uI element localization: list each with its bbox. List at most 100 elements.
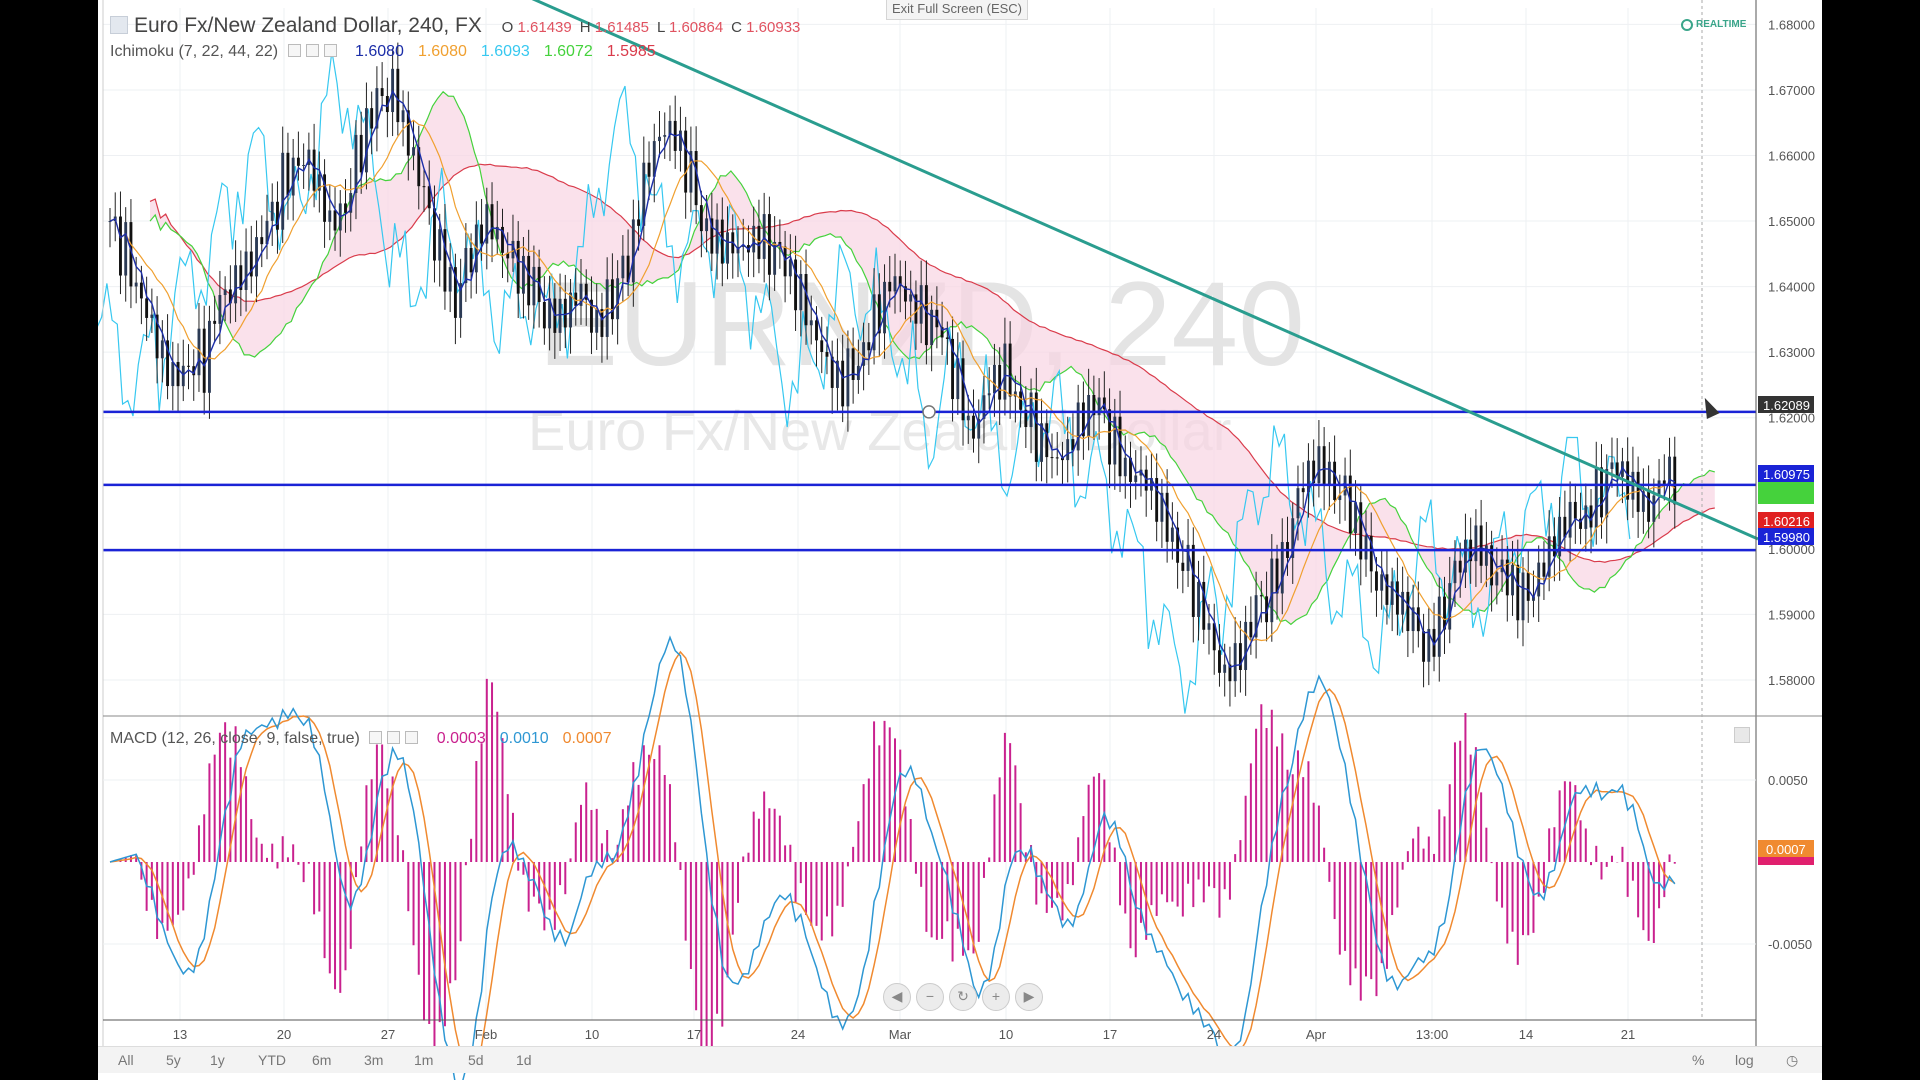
candle-body (1333, 461, 1337, 501)
candle-body (1416, 607, 1420, 632)
candle-body (427, 186, 431, 209)
candle-body (1584, 505, 1588, 529)
eye-icon[interactable] (369, 731, 383, 744)
plus-icon[interactable]: + (982, 983, 1010, 1011)
candle-body (1516, 564, 1520, 621)
candle-body (867, 342, 871, 351)
range-button-1m[interactable]: 1m (414, 1052, 434, 1068)
minus-icon[interactable]: − (916, 983, 944, 1011)
candle-body (490, 204, 494, 240)
candle-body (1238, 643, 1242, 671)
range-button-all[interactable]: All (118, 1052, 134, 1068)
candle-body (281, 152, 285, 230)
candle-body (511, 240, 515, 259)
chevron-right-icon[interactable]: ▶ (1015, 983, 1043, 1011)
candle-body (992, 364, 996, 394)
price-label-bg (1758, 512, 1814, 529)
candle-body (563, 298, 567, 328)
candle-body (333, 210, 337, 231)
time-tick-label: 24 (791, 1027, 805, 1042)
ichimoku-label[interactable]: Ichimoku (7, 22, 44, 22) (110, 43, 279, 60)
ohlc-value: 1.60933 (746, 19, 801, 36)
candle-body (799, 274, 803, 311)
range-button-5d[interactable]: 5d (468, 1052, 484, 1068)
percent-scale-toggle[interactable]: % (1692, 1052, 1705, 1068)
candle-body (328, 210, 332, 222)
macd-signal-line (109, 650, 1676, 1073)
candle-body (260, 237, 264, 245)
candle-body (815, 320, 818, 341)
chart-window: EURNZD, 240 Euro Fx/New Zealand Dollar 1.6… (98, 0, 1822, 1080)
price-tick-label: 1.67000 (1768, 83, 1815, 98)
price-tick-label: 1.66000 (1768, 149, 1815, 164)
candle-body (1034, 392, 1038, 462)
candle-body (1552, 536, 1556, 557)
macd-line (109, 635, 1676, 1080)
candle-body (1186, 544, 1190, 571)
settings-icon[interactable] (305, 44, 319, 57)
candle-body (1176, 527, 1180, 563)
candle-body (1218, 650, 1221, 673)
candle-body (1055, 457, 1059, 459)
symbol-icon[interactable] (110, 16, 128, 34)
candle-body (647, 162, 651, 177)
candle-body (291, 157, 295, 196)
candle-body (788, 259, 792, 277)
candle-body (542, 301, 546, 329)
range-button-3m[interactable]: 3m (364, 1052, 384, 1068)
indicator-value: 1.6080 (417, 43, 467, 60)
macd-label[interactable]: MACD (12, 26, close, 9, false, true) (110, 730, 360, 747)
candle-body (951, 338, 955, 400)
candle-body (1338, 495, 1342, 501)
candle-body (296, 157, 300, 166)
eye-icon[interactable] (287, 44, 301, 57)
candle-body (1484, 545, 1488, 566)
timezone-clock-icon[interactable]: ◷ (1786, 1052, 1799, 1068)
candle-body (846, 348, 850, 407)
candle-body (380, 88, 384, 97)
ichimoku-lagging-span (98, 51, 1631, 714)
chevron-left-icon[interactable]: ◀ (883, 983, 911, 1011)
settings-icon[interactable] (387, 731, 401, 744)
candle-body (663, 135, 667, 137)
candle-body (453, 267, 457, 318)
candle-body (930, 309, 934, 346)
candle-body (1019, 391, 1023, 410)
candle-body (1207, 623, 1211, 630)
time-tick-label: 17 (687, 1027, 701, 1042)
exit-fullscreen-button[interactable]: Exit Full Screen (ESC) (886, 0, 1028, 20)
candle-body (255, 237, 258, 277)
candle-body (155, 314, 159, 359)
range-button-1y[interactable]: 1y (210, 1052, 225, 1068)
candle-body (1458, 560, 1462, 573)
candle-body (1558, 516, 1562, 557)
candle-body (741, 245, 745, 247)
ichimoku-lead-b (149, 163, 1715, 563)
maximize-pane-icon[interactable] (1734, 727, 1750, 743)
range-button-ytd[interactable]: YTD (258, 1052, 286, 1068)
candle-body (119, 216, 122, 276)
candle-body (354, 134, 358, 194)
ichimoku-legend: Ichimoku (7, 22, 44, 22) 1.6080 1.6080 1.6… (110, 43, 656, 61)
candle-body (396, 68, 400, 123)
candle-body (1448, 583, 1452, 630)
symbol-title: Euro Fx/New Zealand Dollar, 240, FX (134, 14, 482, 37)
range-button-5y[interactable]: 5y (166, 1052, 181, 1068)
realtime-badge: REALTIME (1681, 19, 1746, 31)
candle-body (794, 259, 798, 311)
log-scale-toggle[interactable]: log (1735, 1052, 1754, 1068)
close-icon[interactable] (323, 44, 337, 57)
range-button-6m[interactable]: 6m (312, 1052, 332, 1068)
time-tick-label: 10 (585, 1027, 599, 1042)
candle-body (956, 358, 960, 400)
candle-body (631, 219, 635, 283)
drawing-handle (922, 405, 936, 419)
reset-icon[interactable]: ↻ (949, 983, 977, 1011)
candle-body (1165, 492, 1169, 542)
candle-body (1568, 501, 1572, 538)
range-button-1d[interactable]: 1d (516, 1052, 532, 1068)
candle-body (448, 267, 452, 292)
candle-body (270, 201, 274, 221)
close-icon[interactable] (405, 731, 419, 744)
